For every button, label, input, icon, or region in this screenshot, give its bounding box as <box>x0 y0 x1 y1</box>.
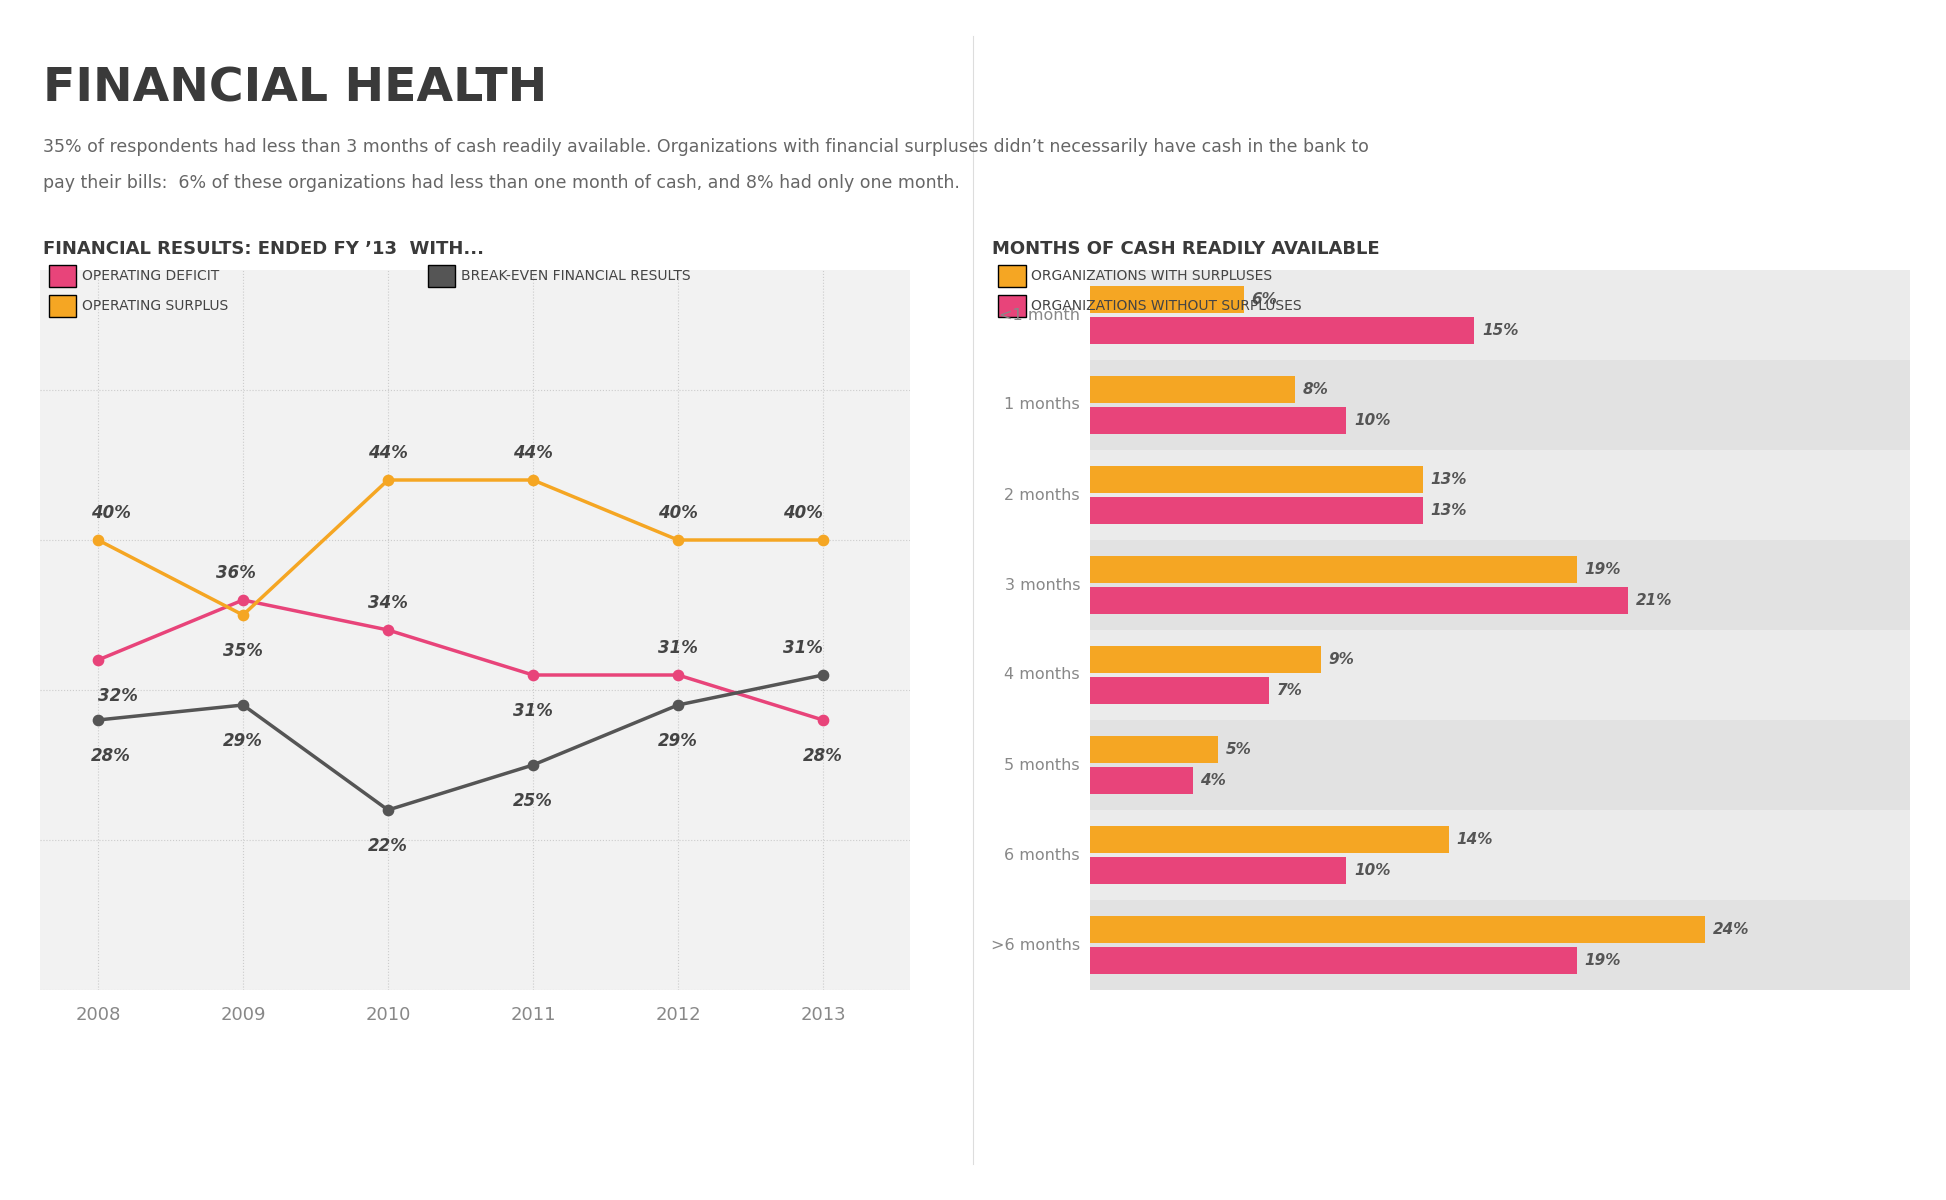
Point <box>372 470 403 490</box>
Text: FINANCIAL HEALTH: FINANCIAL HEALTH <box>43 66 547 110</box>
Text: 21%: 21% <box>1637 593 1672 608</box>
Text: 4 months: 4 months <box>1004 667 1080 683</box>
Text: 13%: 13% <box>1430 472 1467 487</box>
Text: 19%: 19% <box>1584 953 1621 968</box>
Bar <box>1090 916 1705 943</box>
Text: 28%: 28% <box>804 746 843 766</box>
Text: 2 months: 2 months <box>1004 487 1080 503</box>
Bar <box>1090 947 1576 974</box>
Text: 6 months: 6 months <box>1004 847 1080 863</box>
Text: 6%: 6% <box>1251 292 1277 307</box>
Text: 4%: 4% <box>1201 773 1226 788</box>
Text: 7%: 7% <box>1277 683 1304 698</box>
Bar <box>1090 407 1347 434</box>
Text: 31%: 31% <box>782 638 823 656</box>
Point <box>808 665 839 684</box>
Point <box>662 695 693 714</box>
Bar <box>1090 736 1218 763</box>
Bar <box>1090 810 1911 900</box>
Text: 10%: 10% <box>1354 863 1391 878</box>
Text: 15%: 15% <box>1483 323 1518 338</box>
Point <box>372 620 403 640</box>
Text: MONTHS OF CASH READILY AVAILABLE: MONTHS OF CASH READILY AVAILABLE <box>992 240 1380 258</box>
Bar <box>1090 677 1269 704</box>
Text: 28%: 28% <box>91 746 130 766</box>
Point <box>372 800 403 820</box>
Bar <box>1090 540 1911 630</box>
Point <box>82 710 113 730</box>
Bar <box>1090 646 1321 673</box>
Text: OPERATING DEFICIT: OPERATING DEFICIT <box>82 269 220 283</box>
Bar <box>1090 360 1911 450</box>
Bar <box>1090 466 1423 493</box>
Text: 13%: 13% <box>1430 503 1467 518</box>
Bar <box>1090 900 1911 990</box>
Text: 14%: 14% <box>1456 832 1493 847</box>
Text: 44%: 44% <box>368 444 409 462</box>
Point <box>228 605 259 624</box>
Text: 29%: 29% <box>658 732 699 750</box>
Text: 5 months: 5 months <box>1004 757 1080 773</box>
Bar <box>1090 286 1243 313</box>
Text: 1 months: 1 months <box>1004 397 1080 413</box>
Bar <box>1090 556 1576 583</box>
Point <box>518 756 549 775</box>
Bar <box>1090 857 1347 884</box>
Text: pay their bills:  6% of these organizations had less than one month of cash, and: pay their bills: 6% of these organizatio… <box>43 174 959 192</box>
Text: 35%: 35% <box>224 642 263 660</box>
Bar <box>1090 630 1911 720</box>
Text: 5%: 5% <box>1226 742 1251 757</box>
Bar <box>1090 317 1475 344</box>
Point <box>82 530 113 550</box>
Bar <box>1090 376 1294 403</box>
Text: FINANCIAL RESULTS: ENDED FY ’13  WITH...: FINANCIAL RESULTS: ENDED FY ’13 WITH... <box>43 240 485 258</box>
Text: 22%: 22% <box>368 838 409 854</box>
Bar <box>1090 270 1911 360</box>
Point <box>228 695 259 714</box>
Text: 3 months: 3 months <box>1004 577 1080 593</box>
Text: 44%: 44% <box>514 444 553 462</box>
Text: 36%: 36% <box>216 564 255 582</box>
Text: BREAK-EVEN FINANCIAL RESULTS: BREAK-EVEN FINANCIAL RESULTS <box>461 269 691 283</box>
Bar <box>1090 587 1629 614</box>
Point <box>518 470 549 490</box>
Text: 34%: 34% <box>368 594 409 612</box>
Bar <box>1090 826 1448 853</box>
Text: >6 months: >6 months <box>991 937 1080 953</box>
Point <box>662 665 693 684</box>
Text: ORGANIZATIONS WITHOUT SURPLUSES: ORGANIZATIONS WITHOUT SURPLUSES <box>1031 299 1302 313</box>
Text: 40%: 40% <box>91 504 130 522</box>
Bar <box>1090 720 1911 810</box>
Text: 31%: 31% <box>514 702 553 720</box>
Point <box>228 590 259 610</box>
Text: 8%: 8% <box>1302 382 1329 397</box>
Point <box>82 650 113 670</box>
Text: ORGANIZATIONS WITH SURPLUSES: ORGANIZATIONS WITH SURPLUSES <box>1031 269 1273 283</box>
Text: 29%: 29% <box>224 732 263 750</box>
Text: 19%: 19% <box>1584 562 1621 577</box>
Text: 31%: 31% <box>658 638 699 656</box>
Point <box>662 530 693 550</box>
Text: OPERATING SURPLUS: OPERATING SURPLUS <box>82 299 228 313</box>
Text: 25%: 25% <box>514 792 553 810</box>
Text: 40%: 40% <box>782 504 823 522</box>
Point <box>518 665 549 684</box>
Text: 35% of respondents had less than 3 months of cash readily available. Organizatio: 35% of respondents had less than 3 month… <box>43 138 1368 156</box>
Point <box>808 710 839 730</box>
Text: 24%: 24% <box>1712 922 1749 937</box>
Text: 40%: 40% <box>658 504 699 522</box>
Text: 32%: 32% <box>97 686 138 704</box>
Text: 9%: 9% <box>1329 652 1354 667</box>
Bar <box>1090 450 1911 540</box>
Bar <box>1090 497 1423 524</box>
Text: <1 month: <1 month <box>998 307 1080 323</box>
Text: 10%: 10% <box>1354 413 1391 428</box>
Bar <box>1090 767 1193 794</box>
Point <box>808 530 839 550</box>
